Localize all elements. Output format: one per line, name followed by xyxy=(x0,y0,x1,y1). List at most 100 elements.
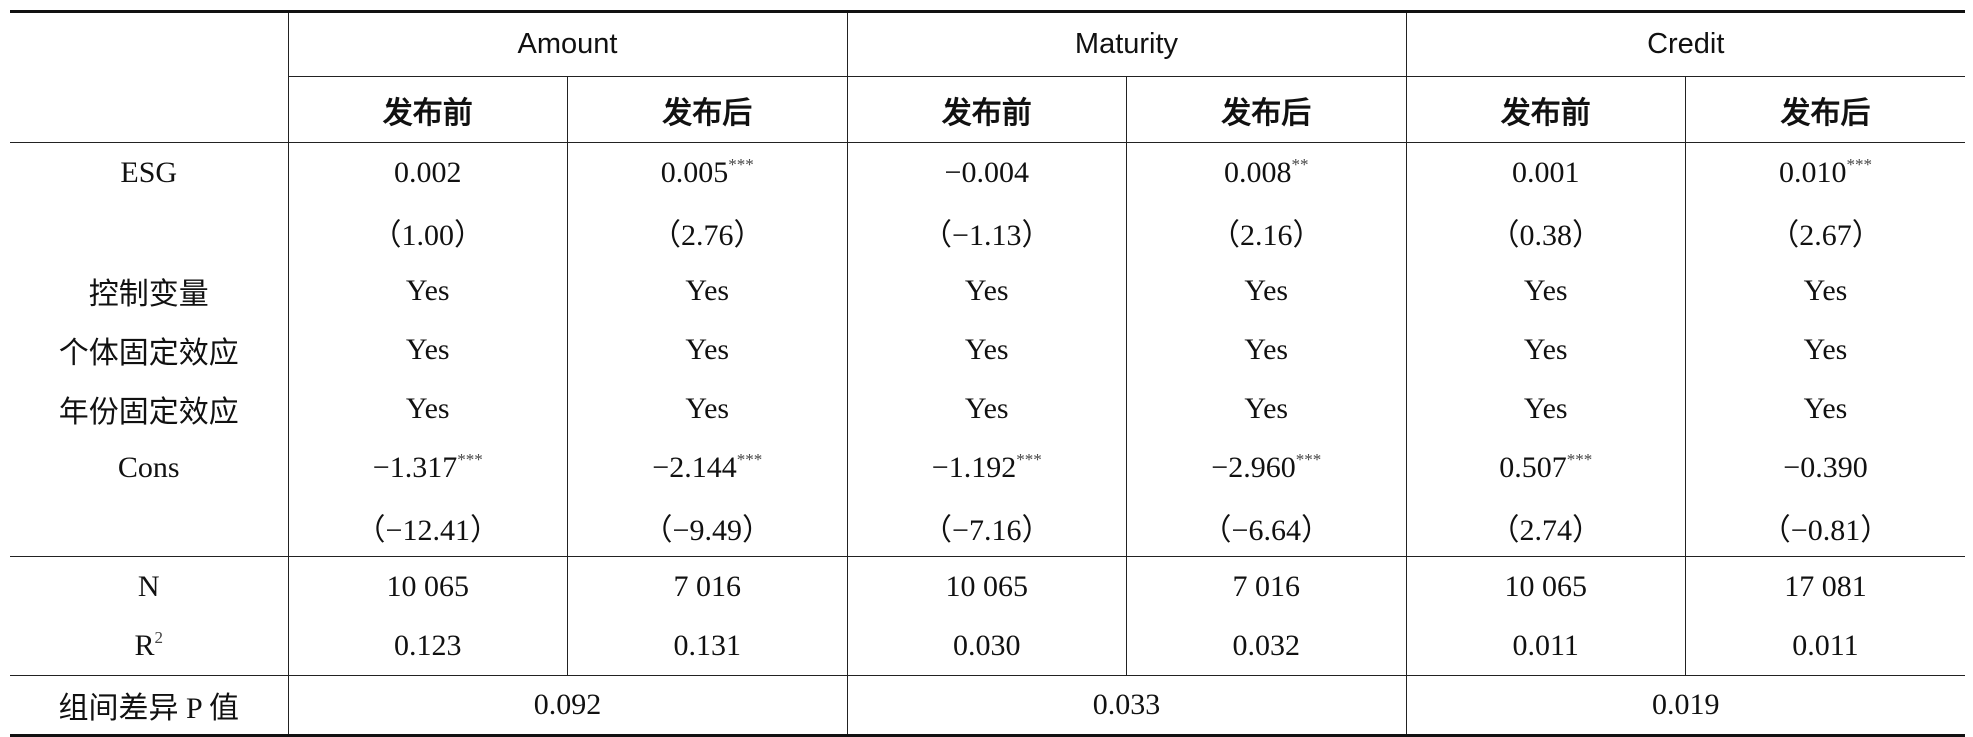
cell-text: −1.192 xyxy=(931,451,1017,484)
data-cell: Yes xyxy=(1126,379,1406,438)
data-cell: （−12.41） xyxy=(287,497,568,557)
cell-text: −0.390 xyxy=(1783,450,1868,484)
significance: ** xyxy=(1291,155,1309,174)
row-label xyxy=(10,202,288,261)
data-cell: （2.67） xyxy=(1685,202,1965,261)
data-cell: 0.002 xyxy=(287,142,568,202)
data-cell: Yes xyxy=(287,261,568,320)
diff-cell: 0.092 xyxy=(287,675,847,737)
data-cell: Yes xyxy=(1126,320,1406,379)
cell-text: （0.38） xyxy=(1489,218,1603,252)
cell-text: 0.011 xyxy=(1512,628,1579,662)
cell-text: R xyxy=(134,629,155,662)
data-row: 控制变量 Yes Yes Yes Yes Yes Yes xyxy=(10,261,1965,320)
cell-text: Yes xyxy=(405,332,450,366)
significance: *** xyxy=(1846,155,1873,174)
header-row: Amount Maturity Credit xyxy=(10,10,1965,77)
data-row: （−12.41） （−9.49） （−7.16） （−6.64） （2.74） （−0.8… xyxy=(10,497,1965,557)
corner-cell xyxy=(10,10,288,77)
significance: *** xyxy=(736,450,763,469)
cell-text: （−9.49） xyxy=(642,513,772,547)
cell-text: Yes xyxy=(1523,273,1568,307)
subheader: 发布前 xyxy=(846,76,1127,143)
significance: 2 xyxy=(154,628,164,647)
cell-text: 17 081 xyxy=(1784,569,1867,603)
diff-row: 组间差异 P 值 0.092 0.033 0.019 xyxy=(10,675,1965,737)
cell-text: （−1.13） xyxy=(922,218,1052,252)
data-cell: 0.032 xyxy=(1126,616,1406,676)
data-cell: 0.011 xyxy=(1405,616,1686,676)
cell-text: Yes xyxy=(405,273,450,307)
data-cell: 0.123 xyxy=(287,616,568,676)
data-cell: Yes xyxy=(567,261,847,320)
cell-text: Yes xyxy=(964,273,1009,307)
significance: *** xyxy=(728,155,754,174)
cell-text: 0.032 xyxy=(1232,628,1301,662)
row-label xyxy=(10,497,288,557)
cell-text: 7 016 xyxy=(1232,569,1301,603)
row-label: R2 xyxy=(10,616,288,676)
data-cell: （1.00） xyxy=(287,202,568,261)
data-cell: （−1.13） xyxy=(846,202,1127,261)
cell-text: 0.030 xyxy=(953,628,1021,662)
cell-text: Yes xyxy=(685,332,730,366)
data-cell: 17 081 xyxy=(1685,556,1965,616)
data-cell: （2.74） xyxy=(1405,497,1686,557)
cell-text: 10 065 xyxy=(945,569,1029,603)
data-cell: （2.16） xyxy=(1126,202,1406,261)
data-row: R2 0.123 0.131 0.030 0.032 0.011 0.011 xyxy=(10,616,1965,676)
row-label: N xyxy=(137,569,160,603)
data-cell: −1.317*** xyxy=(287,438,568,497)
cell-text: 0.011 xyxy=(1792,628,1859,662)
data-row: ESG 0.002 0.005*** −0.004 0.008** 0.001 0.010*… xyxy=(10,142,1965,202)
row-label: Cons xyxy=(117,450,180,484)
data-cell: Yes xyxy=(567,320,847,379)
data-cell: 0.011 xyxy=(1685,616,1965,676)
significance: *** xyxy=(1016,450,1042,469)
regression-table: Amount Maturity Credit 发布前 发布后 发布前 发布后 发布前 发布后 ES… xyxy=(10,10,1965,737)
cell-text: Yes xyxy=(1803,273,1848,307)
data-cell: Yes xyxy=(1126,261,1406,320)
data-row: N 10 065 7 016 10 065 7 016 10 065 17 081 xyxy=(10,556,1965,616)
group-header: Amount xyxy=(287,10,847,77)
data-row: Cons −1.317*** −2.144*** −1.192*** −2.960***… xyxy=(10,438,1965,497)
data-cell: 0.001 xyxy=(1405,142,1686,202)
cell-text: Yes xyxy=(1803,391,1848,425)
row-label: 控制变量 xyxy=(88,277,209,311)
significance: *** xyxy=(457,450,483,469)
cell-text: Yes xyxy=(964,332,1009,366)
subheader: 发布前 xyxy=(1405,76,1686,143)
cell-text: （2.67） xyxy=(1769,218,1882,252)
data-cell: 10 065 xyxy=(287,556,568,616)
data-cell: 10 065 xyxy=(846,556,1127,616)
data-cell: Yes xyxy=(1405,320,1686,379)
cell-text: 0.008 xyxy=(1224,156,1292,189)
data-cell: （2.76） xyxy=(567,202,847,261)
cell-text: 0.001 xyxy=(1512,155,1580,189)
corner-cell xyxy=(10,76,288,143)
data-cell: 0.010*** xyxy=(1685,142,1965,202)
data-cell: （−9.49） xyxy=(567,497,847,557)
data-cell: Yes xyxy=(846,320,1127,379)
cell-text: （2.76） xyxy=(651,218,764,252)
cell-text: Yes xyxy=(1523,391,1568,425)
row-label: ESG xyxy=(120,155,178,189)
table-body: Amount Maturity Credit 发布前 发布后 发布前 发布后 发布前 发布后 ES… xyxy=(10,10,1965,737)
data-row: 年份固定效应 Yes Yes Yes Yes Yes Yes xyxy=(10,379,1965,438)
cell-text: Yes xyxy=(685,273,730,307)
row-label: 组间差异 P 值 xyxy=(10,675,288,737)
data-cell: 7 016 xyxy=(567,556,847,616)
cell-text: 10 065 xyxy=(1504,569,1588,603)
cell-text: Yes xyxy=(1523,332,1568,366)
cell-text: 10 065 xyxy=(386,569,470,603)
cell-text: 0.507 xyxy=(1499,451,1567,484)
cell-text: （1.00） xyxy=(371,218,485,252)
cell-text: 0.010 xyxy=(1779,156,1847,189)
cell-text: Yes xyxy=(685,391,730,425)
cell-text: 7 016 xyxy=(673,569,742,603)
subheader: 发布后 xyxy=(1126,76,1406,143)
subheader: 发布后 xyxy=(567,76,847,143)
row-label: 年份固定效应 xyxy=(58,395,239,429)
